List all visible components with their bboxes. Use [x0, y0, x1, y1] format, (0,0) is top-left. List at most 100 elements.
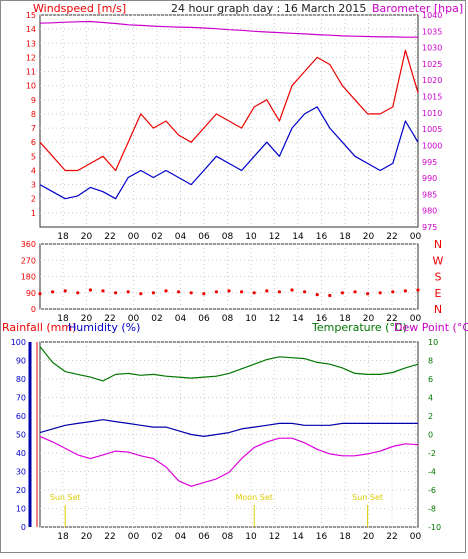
x-tick-label: 06 [198, 532, 210, 542]
compass-label: W [433, 254, 444, 267]
x-tick-label: 02 [151, 314, 162, 324]
x-tick-label: 12 [269, 232, 280, 242]
x-tick-label: 16 [316, 232, 328, 242]
barometer-tick-label: 1000 [422, 141, 442, 150]
direction-tick-label: 270 [21, 256, 36, 265]
barometer-tick-label: 980 [422, 207, 437, 216]
humidity-tick-label: 60 [16, 412, 26, 421]
x-tick-label: 22 [386, 314, 397, 324]
direction-point [151, 291, 155, 295]
temperature-tick-label: -8 [428, 505, 436, 514]
x-tick-label: 04 [175, 532, 187, 542]
barometer-tick-label: 990 [422, 174, 437, 183]
direction-tick-label: 90 [26, 289, 36, 298]
direction-tick-label: 360 [21, 240, 36, 249]
wind-tick-label: 1 [31, 209, 36, 218]
x-tick-label: 10 [245, 314, 257, 324]
graph-title: 24 hour graph day : 16 March 2015 [171, 2, 366, 15]
direction-point [63, 289, 67, 293]
temperature-tick-label: 0 [428, 431, 433, 440]
series-line-barometer [39, 20, 418, 38]
temperature-tick-label: 10 [428, 338, 438, 347]
x-tick-label: 12 [269, 532, 280, 542]
x-tick-label: 00 [410, 314, 422, 324]
direction-point [164, 289, 168, 293]
direction-point [378, 291, 382, 295]
wind-tick-label: 14 [26, 25, 36, 34]
wind-tick-label: 2 [31, 195, 36, 204]
temperature-tick-label: -2 [428, 449, 436, 458]
x-tick-label: 00 [128, 232, 140, 242]
wind-tick-label: 6 [31, 138, 36, 147]
temperature-tick-label: 8 [428, 357, 433, 366]
temperature-tick-label: 2 [428, 412, 433, 421]
series-line-average-blue [39, 106, 419, 200]
x-tick-label: 20 [363, 314, 375, 324]
direction-point [177, 290, 181, 294]
temperature-tick-label: -4 [428, 468, 436, 477]
humidity-tick-label: 80 [16, 375, 26, 384]
wind-tick-label: 11 [26, 68, 36, 77]
x-tick-label: 22 [386, 532, 397, 542]
direction-point [328, 293, 332, 298]
x-tick-label: 18 [339, 314, 351, 324]
astro-event-label: Moon Set [235, 493, 272, 502]
x-tick-label: 22 [104, 232, 115, 242]
astro-event-label: Sun Set [50, 493, 81, 502]
direction-point [391, 290, 395, 294]
barometer-tick-label: 1025 [422, 60, 442, 69]
compass-label: E [435, 287, 442, 300]
x-tick-label: 18 [57, 314, 69, 324]
x-tick-label: 02 [151, 232, 162, 242]
direction-point [214, 290, 218, 294]
plot-frame-1 [39, 14, 419, 228]
direction-point [403, 289, 407, 293]
direction-point [340, 291, 344, 295]
barometer-tick-label: 1035 [422, 27, 442, 36]
direction-point [252, 291, 256, 295]
series-line-dew-point [39, 435, 419, 487]
x-tick-label: 00 [410, 232, 422, 242]
humidity-tick-label: 10 [16, 505, 26, 514]
barometer-tick-label: 975 [422, 223, 437, 232]
direction-point [189, 291, 193, 295]
direction-tick-label: 180 [21, 273, 36, 282]
direction-point [353, 290, 357, 294]
compass-label: N [434, 303, 442, 316]
x-tick-label: 00 [128, 532, 140, 542]
x-tick-label: 20 [363, 232, 375, 242]
humidity-tick-label: 90 [16, 357, 26, 366]
x-tick-label: 16 [316, 532, 328, 542]
x-tick-label: 14 [292, 532, 304, 542]
direction-point [366, 292, 370, 296]
wind-tick-label: 10 [26, 82, 36, 91]
series-line-humidity [39, 419, 418, 437]
barometer-tick-label: 995 [422, 158, 437, 167]
x-tick-label: 10 [245, 232, 257, 242]
x-tick-label: 18 [339, 532, 351, 542]
x-tick-label: 18 [57, 532, 69, 542]
x-tick-label: 22 [104, 532, 115, 542]
wind-tick-label: 4 [31, 166, 36, 175]
x-tick-label: 00 [410, 532, 422, 542]
direction-point [88, 288, 92, 292]
direction-point [315, 293, 319, 297]
temperature-tick-label: -10 [428, 523, 441, 532]
barometer-tick-label: 1010 [422, 109, 442, 118]
series-line-gust-red [39, 49, 419, 172]
x-tick-label: 12 [269, 314, 280, 324]
temperature-tick-label: 6 [428, 375, 433, 384]
direction-point [265, 289, 269, 293]
humidity-tick-label: 100 [11, 338, 26, 347]
x-tick-label: 22 [104, 314, 115, 324]
x-tick-label: 20 [81, 232, 93, 242]
x-tick-label: 00 [128, 314, 140, 324]
direction-point [38, 292, 42, 296]
x-tick-label: 08 [222, 532, 234, 542]
humidity-tick-label: 50 [16, 431, 26, 440]
wind-tick-label: 3 [31, 181, 36, 190]
x-tick-label: 20 [81, 314, 93, 324]
direction-point [277, 290, 281, 294]
